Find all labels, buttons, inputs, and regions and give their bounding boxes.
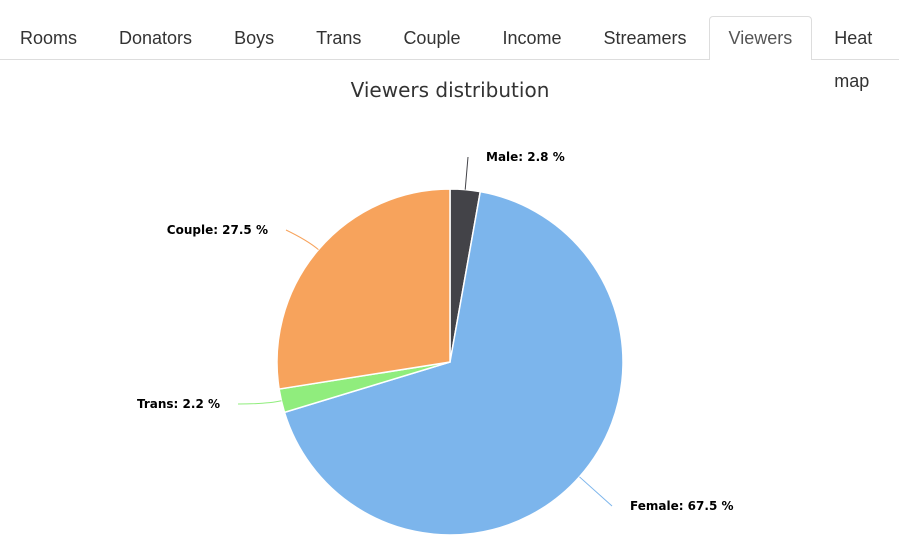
chart-title: Viewers distribution [351,78,550,102]
tab[interactable]: Streamers [603,28,687,48]
tab[interactable]: Couple [403,28,461,48]
pie-slice [276,188,451,390]
tab[interactable]: Trans [316,28,362,48]
tab[interactable]: Donators [119,28,193,48]
tab[interactable]: Boys [234,28,275,48]
data-label: Male: 2.8 % [486,150,565,164]
leader-line [285,229,319,251]
pie-slice [283,190,624,536]
leader-line [237,400,282,405]
leader-line [579,476,613,507]
data-label: Couple: 27.5 % [167,223,268,237]
data-label: Trans: 2.2 % [137,397,220,411]
leader-line [464,156,469,190]
tab[interactable]: Heat map [834,28,873,91]
chart: Viewers distribution Male: 2.8 % Female: … [137,78,734,536]
tab[interactable]: Viewers [708,16,813,60]
tab-bar: Rooms Donators Boys Trans Couple Income Stream… [0,0,899,91]
tab[interactable]: Income [502,28,562,48]
tab[interactable]: Rooms [20,28,78,48]
data-label: Female: 67.5 % [630,499,734,513]
